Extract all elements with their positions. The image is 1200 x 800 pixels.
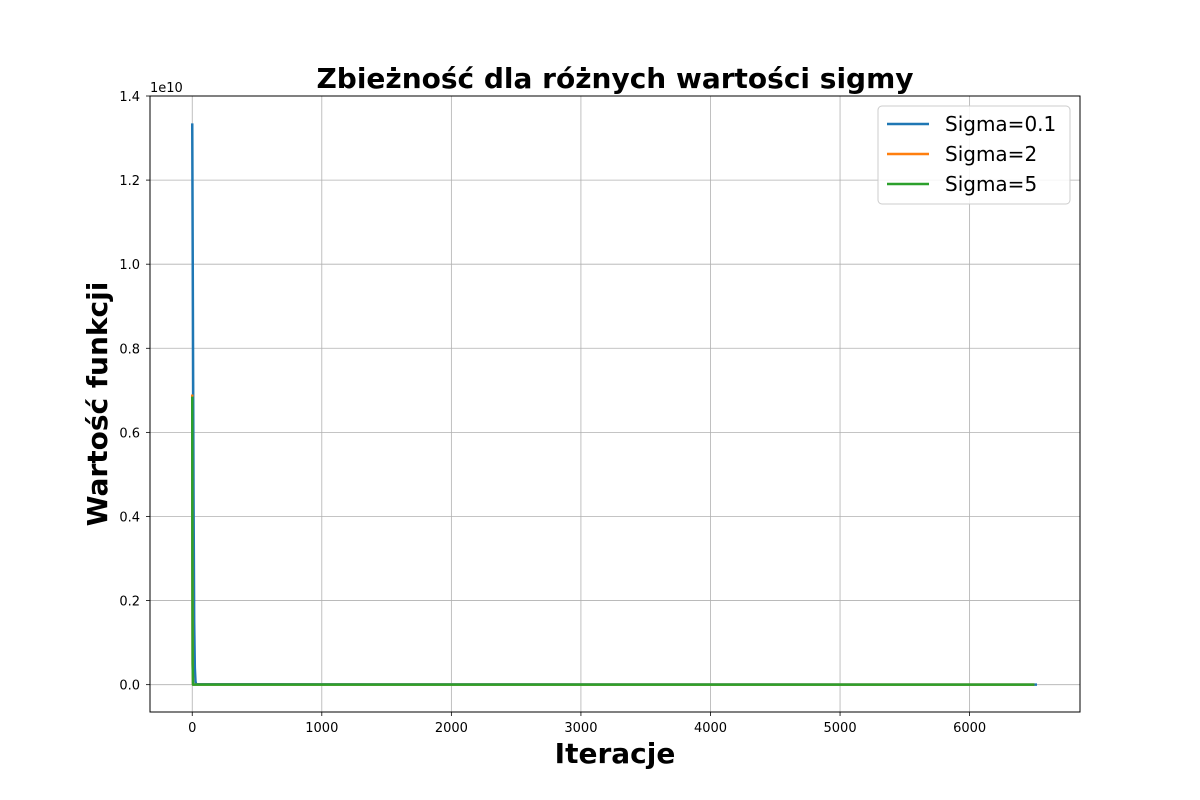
y-tick-label: 1.4 — [119, 90, 140, 105]
x-tick-label: 6000 — [953, 721, 986, 736]
x-axis: 0 1000 2000 3000 4000 5000 6000 — [188, 712, 986, 736]
legend-box — [877, 105, 1071, 205]
x-axis-label: Iteracje — [555, 737, 676, 770]
x-tick-label: 0 — [188, 721, 196, 736]
y-offset-label: 1e10 — [150, 81, 183, 96]
chart-title: Zbieżność dla różnych wartości sigmy — [316, 62, 913, 95]
x-tick-label: 2000 — [435, 721, 468, 736]
y-tick-label: 0.4 — [119, 510, 140, 525]
y-axis: 0.0 0.2 0.4 0.6 0.8 1.0 1.2 1.4 — [119, 90, 150, 694]
y-tick-label: 0.6 — [119, 426, 140, 441]
legend: Sigma=0.1 Sigma=2 Sigma=5 — [877, 105, 1071, 205]
y-tick-label: 1.2 — [119, 174, 140, 189]
x-tick-label: 4000 — [694, 721, 727, 736]
y-tick-label: 0.2 — [119, 595, 140, 610]
legend-label: Sigma=2 — [945, 142, 1037, 166]
x-tick-label: 1000 — [305, 721, 338, 736]
y-axis-label: Wartość funkcji — [81, 282, 114, 527]
series-line — [190, 396, 1035, 686]
series-lines — [190, 123, 1037, 686]
series-line — [190, 394, 1035, 686]
legend-label: Sigma=0.1 — [945, 112, 1056, 136]
legend-label: Sigma=5 — [945, 172, 1037, 196]
y-tick-label: 0.8 — [119, 342, 140, 357]
y-tick-label: 1.0 — [119, 258, 140, 273]
y-tick-label: 0.0 — [119, 679, 140, 694]
x-tick-label: 3000 — [564, 721, 597, 736]
plot-frame — [149, 95, 1081, 713]
x-tick-label: 5000 — [824, 721, 857, 736]
